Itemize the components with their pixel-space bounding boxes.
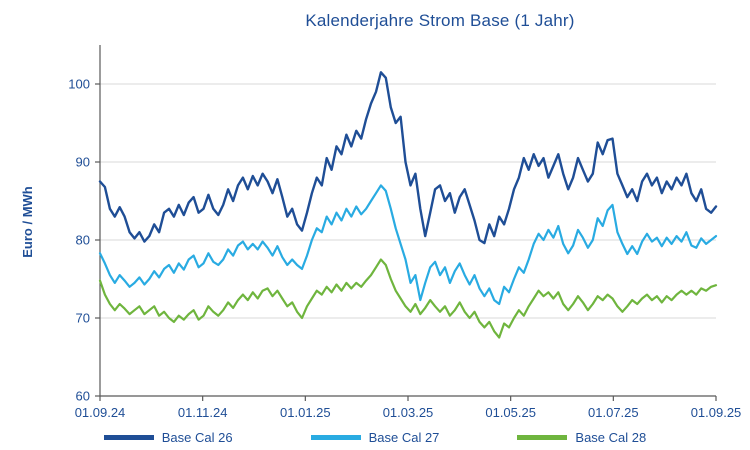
legend-swatch-base-cal-27 bbox=[310, 434, 361, 440]
legend-label: Base Cal 27 bbox=[368, 429, 440, 445]
y-tick-label: 90 bbox=[76, 155, 90, 170]
x-tick-label: 01.09.25 bbox=[691, 405, 742, 420]
y-tick-label: 100 bbox=[68, 77, 90, 92]
legend-label: Base Cal 28 bbox=[575, 429, 647, 445]
x-tick-label: 01.11.24 bbox=[178, 405, 228, 420]
legend-label: Base Cal 26 bbox=[161, 429, 233, 445]
y-tick-label: 60 bbox=[76, 389, 90, 404]
legend: Base Cal 26 Base Cal 27 Base Cal 28 bbox=[0, 427, 750, 447]
x-tick-label: 01.09.24 bbox=[75, 405, 126, 420]
series-line-1 bbox=[98, 184, 718, 306]
x-tick-label: 01.01.25 bbox=[280, 405, 331, 420]
x-tick-label: 01.03.25 bbox=[383, 405, 434, 420]
x-tick-label: 01.07.25 bbox=[588, 405, 639, 420]
legend-item-base-cal-27: Base Cal 27 bbox=[310, 429, 440, 445]
legend-swatch-base-cal-26 bbox=[103, 434, 154, 440]
y-tick-label: 80 bbox=[76, 233, 90, 248]
legend-item-base-cal-26: Base Cal 26 bbox=[103, 429, 233, 445]
legend-swatch-base-cal-28 bbox=[517, 434, 568, 440]
series-line-0 bbox=[98, 71, 718, 245]
chart-title: Kalenderjahre Strom Base (1 Jahr) bbox=[305, 11, 575, 30]
legend-item-base-cal-28: Base Cal 28 bbox=[517, 430, 646, 445]
series-line-2 bbox=[98, 258, 718, 339]
x-tick-label: 01.05.25 bbox=[485, 405, 536, 420]
y-tick-label: 70 bbox=[76, 311, 90, 326]
